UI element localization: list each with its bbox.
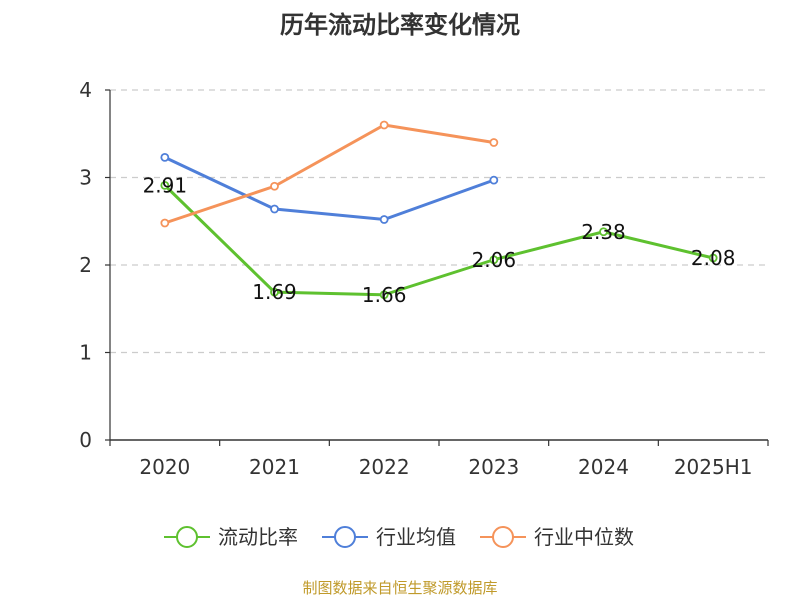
legend-label: 行业中位数 [534, 525, 634, 549]
data-point [489, 175, 499, 185]
data-point [599, 227, 608, 237]
series-line [164, 123, 495, 225]
data-point [160, 152, 170, 162]
data-point [489, 255, 499, 265]
data-labels: 2.91 1.69 1.66 2.06 2.38 2.08 [143, 173, 736, 306]
data-point [379, 290, 389, 300]
data-point [160, 180, 170, 190]
y-tick-label: 0 [79, 428, 92, 452]
data-label: 1.69 [252, 280, 297, 304]
data-label: 1.66 [362, 283, 407, 307]
data-label: 2.06 [472, 248, 517, 272]
data-point [379, 215, 389, 224]
series-line [164, 156, 495, 221]
x-tick-label: 2023 [468, 455, 519, 479]
x-tick-label: 2024 [578, 455, 629, 479]
legend: 流动比率 行业均值 行业中位数 [164, 525, 634, 549]
data-label: 2.91 [143, 173, 188, 197]
legend-label: 行业均值 [376, 525, 456, 549]
data-label: 2.08 [691, 246, 736, 270]
data-point [160, 218, 170, 228]
data-point [489, 138, 499, 147]
series-line [163, 184, 714, 297]
x-tick-label: 2025H1 [674, 455, 753, 479]
chart-title: 历年流动比率变化情况 [280, 11, 520, 39]
legend-marker [176, 526, 198, 548]
source-note: 制图数据来自恒生聚源数据库 [302, 579, 497, 597]
axes: 0 1 2 3 4 2020 2021 2022 2023 2024 2025H1 [79, 78, 769, 479]
data-point [270, 181, 279, 191]
data-point [379, 120, 389, 130]
legend-marker [492, 526, 514, 548]
series-lines [160, 120, 718, 300]
y-tick-label: 3 [79, 166, 92, 190]
data-point [270, 287, 279, 297]
grid [110, 89, 768, 354]
y-tick-label: 4 [79, 78, 92, 102]
x-tick-label: 2020 [139, 455, 190, 479]
x-tick-label: 2021 [249, 455, 300, 479]
legend-marker [334, 526, 356, 548]
legend-label: 流动比率 [218, 525, 298, 549]
y-tick-label: 2 [79, 253, 92, 277]
data-point [270, 204, 279, 214]
y-tick-label: 1 [79, 341, 92, 365]
data-point [708, 253, 718, 263]
x-tick-label: 2022 [359, 455, 410, 479]
data-label: 2.38 [581, 220, 626, 244]
